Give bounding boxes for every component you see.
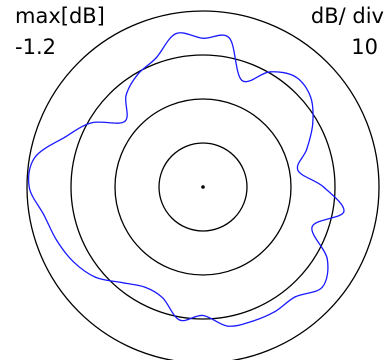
trace-point [43, 214, 45, 216]
grid-ring [70, 54, 336, 320]
trace-point [294, 76, 297, 78]
pattern-trace [27, 32, 345, 327]
trace-point [137, 73, 139, 75]
trace-point [94, 276, 97, 278]
center-dot [201, 185, 205, 189]
trace-point [309, 96, 312, 98]
trace-point [322, 186, 325, 188]
trace-point [91, 122, 93, 124]
trace-point [56, 239, 58, 241]
db-per-div-value: 10 [351, 35, 378, 59]
trace-point [226, 325, 229, 327]
trace-point [28, 186, 30, 188]
trace-point [64, 136, 66, 138]
trace-point [162, 297, 164, 299]
db-per-div-title: dB/ div [310, 4, 384, 28]
trace-point [202, 314, 204, 317]
trace-point [241, 79, 243, 81]
trace-point [228, 37, 230, 39]
trace-point [297, 169, 299, 171]
trace-point [34, 156, 36, 158]
max-db-title: max[dB] [15, 4, 105, 28]
grid-ring [114, 98, 292, 276]
trace-point [268, 71, 271, 73]
trace-point [274, 311, 276, 313]
trace-point [72, 261, 75, 263]
trace-point [124, 120, 126, 122]
trace-point [144, 286, 146, 288]
max-db-value: -1.2 [15, 35, 56, 59]
trace-point [175, 33, 177, 35]
trace-point [251, 320, 253, 322]
grid-ring [158, 142, 248, 232]
trace-point [122, 282, 124, 284]
trace-point [202, 37, 204, 39]
trace-point [125, 94, 127, 96]
trace-point [306, 148, 308, 150]
trace-point [312, 123, 314, 125]
trace-point [311, 226, 313, 228]
pattern-trace-group [27, 32, 345, 327]
grid-rings [26, 10, 380, 360]
trace-point [155, 57, 157, 59]
trace-point [343, 211, 345, 213]
grid-ring [26, 10, 380, 360]
trace-point [294, 296, 296, 298]
trace-point [178, 319, 181, 321]
trace-point [321, 286, 323, 288]
trace-point [326, 258, 328, 260]
